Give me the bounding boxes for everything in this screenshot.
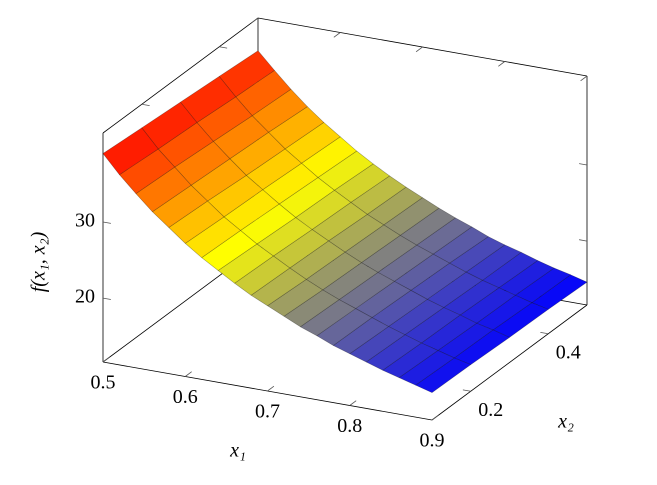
surface-patch xyxy=(398,350,455,386)
x-tick-label: 0.8 xyxy=(337,415,362,437)
x-tick xyxy=(267,385,275,392)
surface-patch xyxy=(332,317,389,355)
x-tick-label: 0.9 xyxy=(420,430,445,452)
y-tick xyxy=(219,46,228,49)
x-tick xyxy=(333,32,341,38)
surface-patch xyxy=(316,308,373,346)
box-edge xyxy=(102,17,259,134)
x-tick xyxy=(349,400,357,406)
surface-patch xyxy=(250,267,307,307)
surface-patch xyxy=(365,334,422,371)
surface-patch xyxy=(184,216,241,258)
y-tick xyxy=(141,103,150,107)
x-tick-label: 0.5 xyxy=(91,372,116,394)
surface-patch xyxy=(152,184,208,228)
x-tick xyxy=(431,414,439,421)
surface-patch xyxy=(201,230,258,271)
z-tick xyxy=(102,221,111,224)
y-tick-label: 0.4 xyxy=(556,341,581,363)
x-tick xyxy=(498,61,505,67)
surface-patch xyxy=(301,136,358,178)
x-tick xyxy=(102,356,110,363)
surface-patch xyxy=(437,322,494,359)
x-tick xyxy=(251,17,259,24)
surface-patch xyxy=(283,289,340,328)
z-tick-label: 20 xyxy=(75,286,95,308)
z-tick xyxy=(102,297,111,300)
y-axis-label: x₂ xyxy=(557,411,574,433)
z-tick xyxy=(579,163,588,166)
x-tick xyxy=(580,75,588,82)
surface-patch xyxy=(234,255,291,296)
surface-patch xyxy=(246,148,302,190)
surface-patch xyxy=(300,299,356,337)
box-edge xyxy=(431,304,588,421)
surface-patch xyxy=(135,166,192,212)
y-tick-label: 0.2 xyxy=(478,399,503,421)
x-tick xyxy=(185,371,192,377)
x-tick-label: 0.7 xyxy=(255,401,280,423)
y-tick xyxy=(462,389,471,392)
z-tick-label: 30 xyxy=(75,210,95,232)
surface-patch xyxy=(415,357,472,393)
ticks: 0.5 0.6 0.7 0.8 0.9 0.2 0.4 20 30 xyxy=(75,17,588,452)
x-tick-label: 0.6 xyxy=(173,386,198,408)
y-tick xyxy=(540,331,549,335)
x-tick xyxy=(415,46,423,53)
surface-patch xyxy=(349,326,406,363)
surface-patch xyxy=(102,127,159,176)
surface xyxy=(102,50,588,393)
z-axis-label: f(x₁, x₂) xyxy=(28,231,50,292)
x-axis-label: x₁ xyxy=(229,440,246,462)
surface-patch xyxy=(267,279,324,317)
surface-patch xyxy=(382,342,439,378)
z-tick xyxy=(579,239,588,242)
